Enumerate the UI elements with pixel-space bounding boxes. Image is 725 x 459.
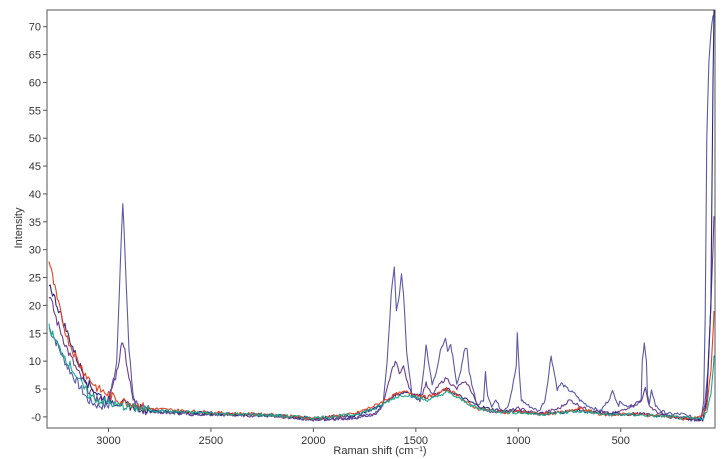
y-tick-label: 60 [29,77,41,89]
x-tick-label: 3000 [96,435,120,447]
y-tick-label: 25 [29,273,41,285]
series-lines [48,10,715,422]
x-tick-label: 2500 [199,435,223,447]
y-tick-label: 10 [29,356,41,368]
y-tick-label: 20 [29,300,41,312]
y-tick-label: 30 [29,245,41,257]
y-tick-label: 55 [29,105,41,117]
x-tick-label: 1000 [506,435,530,447]
series-line-4 [48,261,715,421]
x-tick-label: 2000 [301,435,325,447]
y-tick-label: 45 [29,161,41,173]
y-tick-label: 50 [29,133,41,145]
y-tick-label: 15 [29,328,41,340]
plot-frame [46,9,716,429]
y-tick-label: 35 [29,217,41,229]
x-tick-label: 1500 [404,435,428,447]
y-tick-label: 5 [35,384,41,396]
x-axis-label: Raman shift (cm⁻¹) [333,445,426,457]
series-line-5 [48,323,715,421]
series-line-1 [48,14,715,422]
y-tick-label: 40 [29,189,41,201]
y-tick-label: -0 [31,412,41,424]
y-axis-label: Intensity [13,207,25,248]
series-line-2 [48,216,715,422]
axes [46,9,716,429]
ticks: -0 5 10 15 20 25 30 35 40 45 50 55 60 65 70 3000 2500 200… [29,22,630,447]
x-tick-label: 500 [612,435,630,447]
y-tick-label: 65 [29,50,41,62]
y-tick-label: 70 [29,22,41,34]
series-line-3 [48,10,715,422]
